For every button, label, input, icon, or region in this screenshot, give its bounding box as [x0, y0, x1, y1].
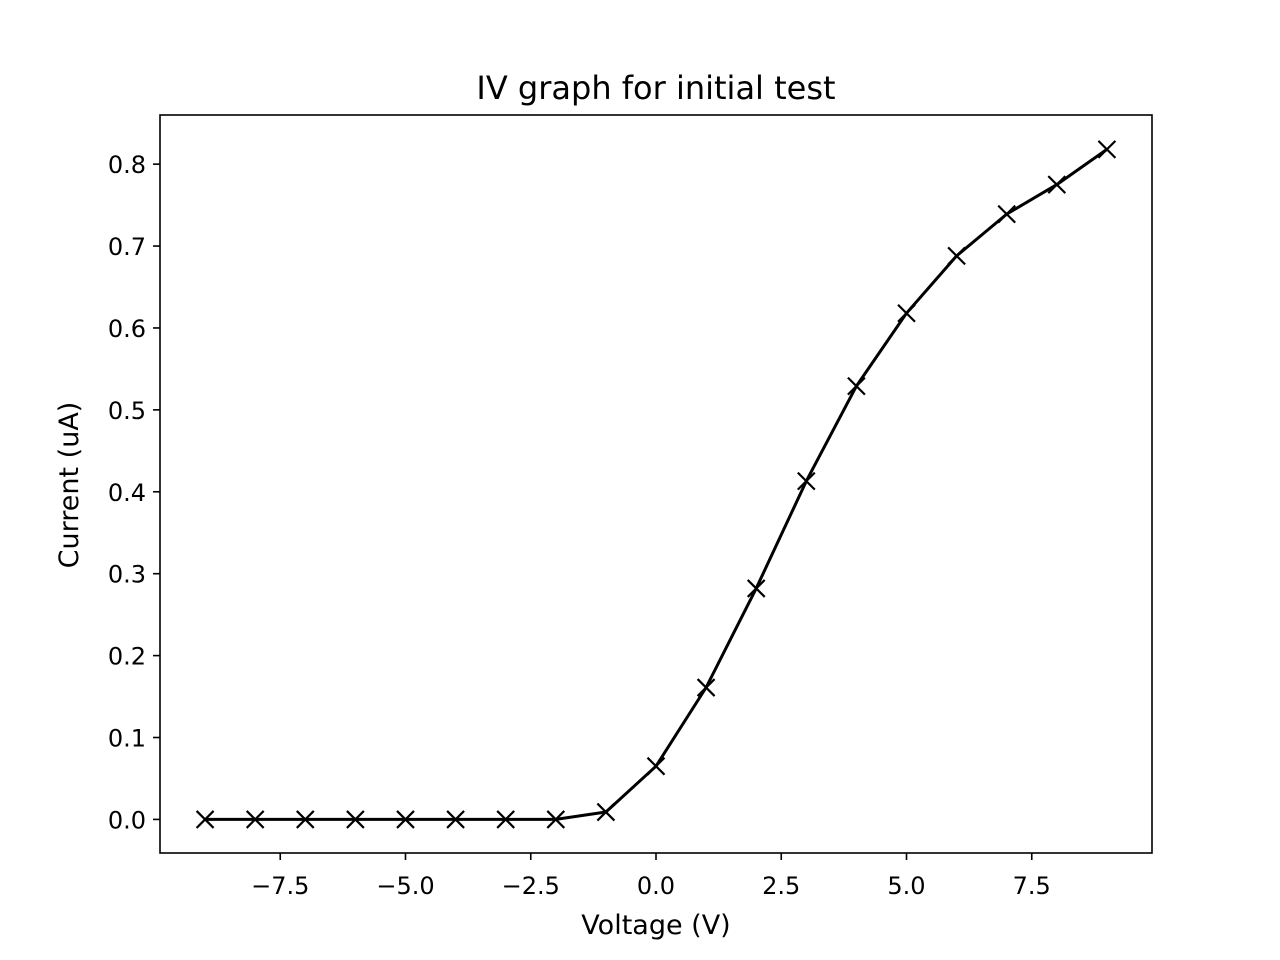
- data-point-marker: [646, 756, 666, 776]
- y-tick-label: 0.2: [108, 643, 146, 671]
- data-point-marker: [797, 471, 816, 491]
- data-point-marker: [596, 802, 616, 822]
- data-point-marker: [1097, 140, 1117, 159]
- x-axis-label: Voltage (V): [581, 910, 730, 941]
- axes-frame: [159, 114, 1153, 854]
- x-tick-label: 0.0: [637, 872, 675, 900]
- x-tick-label: 7.5: [1013, 872, 1051, 900]
- y-axis-label: Current (uA): [54, 402, 85, 569]
- data-point-marker: [396, 810, 415, 829]
- y-tick-label: 0.6: [108, 315, 146, 343]
- data-point-marker: [746, 579, 766, 598]
- x-tick-label: −7.5: [251, 872, 309, 900]
- data-point-marker: [696, 678, 716, 697]
- data-point-marker: [847, 376, 866, 396]
- data-point-marker: [346, 810, 365, 829]
- y-tick-label: 0.0: [108, 806, 146, 834]
- x-tick-label: 2.5: [762, 872, 800, 900]
- y-tick-label: 0.7: [108, 233, 146, 261]
- data-point-marker: [195, 810, 215, 829]
- y-tick-label: 0.3: [108, 561, 146, 589]
- x-tick-label: −2.5: [502, 872, 560, 900]
- data-point-marker: [546, 810, 566, 829]
- y-tick-label: 0.4: [108, 479, 146, 507]
- chart-title: IV graph for initial test: [476, 69, 835, 107]
- data-point-marker: [947, 246, 966, 266]
- x-tick-label: −5.0: [376, 872, 434, 900]
- data-point-marker: [496, 810, 515, 829]
- y-tick-label: 0.5: [108, 397, 146, 425]
- data-point-marker: [296, 810, 315, 829]
- x-tick-label: 5.0: [887, 872, 925, 900]
- data-point-marker: [897, 303, 916, 323]
- y-tick-label: 0.1: [108, 725, 146, 753]
- data-point-marker: [446, 810, 465, 829]
- data-point-marker: [997, 204, 1016, 224]
- y-tick-label: 0.8: [108, 151, 146, 179]
- data-point-marker: [245, 810, 265, 829]
- plot-area: −7.5 −5.0 −2.5 0.0 2.5 5.0 7.5 0.0 0.1 0.2 0.3 0.4 0…: [108, 114, 1153, 900]
- data-point-marker: [1047, 175, 1067, 194]
